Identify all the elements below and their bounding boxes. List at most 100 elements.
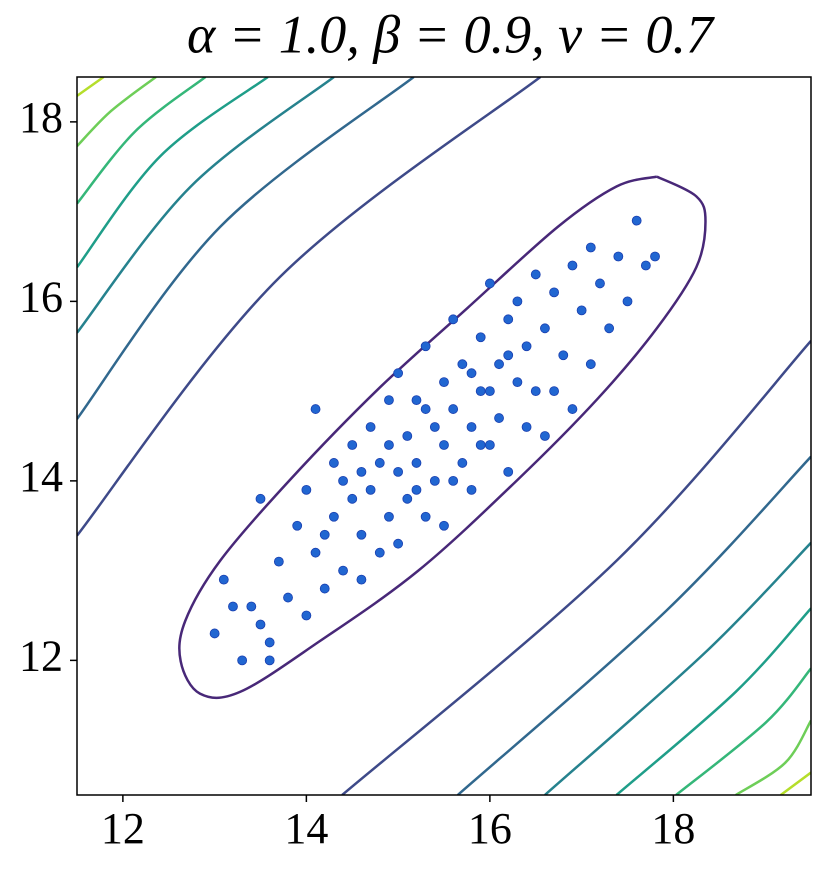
- plot-frame: [76, 76, 812, 796]
- scatter-point: [338, 475, 348, 486]
- contour-line: [456, 455, 811, 795]
- y-tick-label: 14: [19, 452, 63, 501]
- scatter-point: [384, 511, 394, 522]
- scatter-point: [503, 466, 514, 477]
- scatter-point: [384, 440, 394, 450]
- scatter-point: [585, 359, 596, 370]
- contour-line: [77, 77, 105, 97]
- scatter-point: [457, 359, 468, 370]
- scatter-point: [530, 269, 541, 280]
- scatter-point: [475, 440, 486, 450]
- scatter-point: [640, 260, 651, 271]
- scatter-point: [356, 529, 367, 540]
- contour-line: [615, 607, 811, 795]
- scatter-point: [503, 314, 514, 325]
- chart-title: α = 1.0, β = 0.9, ν = 0.7: [187, 4, 715, 64]
- scatter-point: [356, 466, 367, 477]
- scatter-point: [310, 547, 321, 558]
- x-tick-label: 16: [468, 804, 512, 853]
- scatter-point: [264, 655, 275, 666]
- contour-line: [77, 77, 542, 537]
- scatter-point: [402, 431, 413, 441]
- contour-line: [341, 340, 811, 795]
- scatter-point: [448, 314, 459, 325]
- scatter-point: [549, 287, 559, 298]
- scatter-point: [310, 404, 321, 414]
- scatter-point: [466, 422, 477, 432]
- scatter-point: [393, 368, 404, 379]
- scatter-point: [301, 610, 312, 621]
- scatter-point: [374, 547, 385, 558]
- scatter-point: [411, 395, 422, 406]
- scatter-point: [393, 466, 404, 477]
- scatter-point: [301, 484, 312, 495]
- scatter-point: [209, 628, 220, 639]
- scatter-point: [558, 350, 569, 361]
- scatter-point: [631, 215, 642, 226]
- scatter-point: [540, 323, 550, 334]
- scatter-point: [475, 386, 486, 397]
- scatter-point: [585, 242, 596, 253]
- scatter-point: [319, 529, 330, 540]
- scatter-point: [420, 511, 431, 522]
- scatter-point: [411, 458, 422, 468]
- points: [209, 215, 660, 666]
- scatter-point: [549, 386, 559, 397]
- y-tick-label: 12: [19, 631, 63, 680]
- scatter-point: [576, 305, 587, 316]
- scatter-point: [494, 413, 504, 423]
- scatter-point: [328, 458, 339, 468]
- contour-line: [544, 541, 811, 795]
- contour-line: [77, 77, 157, 147]
- scatter-point: [484, 278, 495, 289]
- scatter-point: [650, 251, 660, 262]
- scatter-point: [604, 323, 615, 334]
- scatter-point: [466, 484, 477, 495]
- scatter-point: [503, 350, 514, 361]
- contour-line: [77, 77, 415, 420]
- scatter-point: [411, 484, 422, 495]
- contour-line: [178, 175, 707, 700]
- scatter-point: [466, 368, 477, 379]
- scatter-point: [439, 377, 449, 388]
- scatter-point: [530, 386, 541, 397]
- scatter-point: [255, 493, 266, 504]
- scatter-point: [273, 556, 284, 567]
- y-tick-label: 16: [19, 272, 63, 321]
- contours: [77, 77, 811, 795]
- scatter-point: [356, 574, 367, 585]
- contour-line: [779, 771, 811, 795]
- scatter-point: [255, 619, 266, 630]
- contour-line: [77, 77, 269, 269]
- x-tick-label: 18: [651, 804, 695, 853]
- scatter-point: [475, 332, 486, 343]
- scatter-point: [347, 440, 358, 450]
- scatter-point: [246, 601, 257, 612]
- scatter-point: [374, 458, 385, 468]
- scatter-point: [595, 278, 605, 289]
- scatter-point: [264, 637, 275, 648]
- x-tick-label: 12: [101, 804, 145, 853]
- scatter-point: [420, 404, 431, 414]
- scatter-point: [448, 475, 459, 486]
- scatter-point: [613, 251, 624, 262]
- scatter-point: [328, 511, 339, 522]
- contour-line: [735, 719, 811, 795]
- scatter-point: [319, 583, 330, 594]
- scatter-point: [365, 422, 376, 432]
- contour-line: [675, 667, 811, 795]
- scatter-point: [448, 404, 459, 414]
- scatter-point: [439, 520, 449, 531]
- scatter-point: [512, 296, 523, 307]
- scatter-point: [393, 538, 404, 549]
- scatter-point: [484, 386, 495, 397]
- scatter-point: [429, 422, 440, 432]
- scatter-point: [494, 359, 504, 370]
- scatter-point: [338, 565, 348, 576]
- scatter-point: [567, 260, 578, 271]
- scatter-point: [420, 341, 431, 352]
- scatter-point: [567, 404, 578, 414]
- y-tick-label: 18: [19, 93, 63, 142]
- scatter-point: [218, 574, 229, 585]
